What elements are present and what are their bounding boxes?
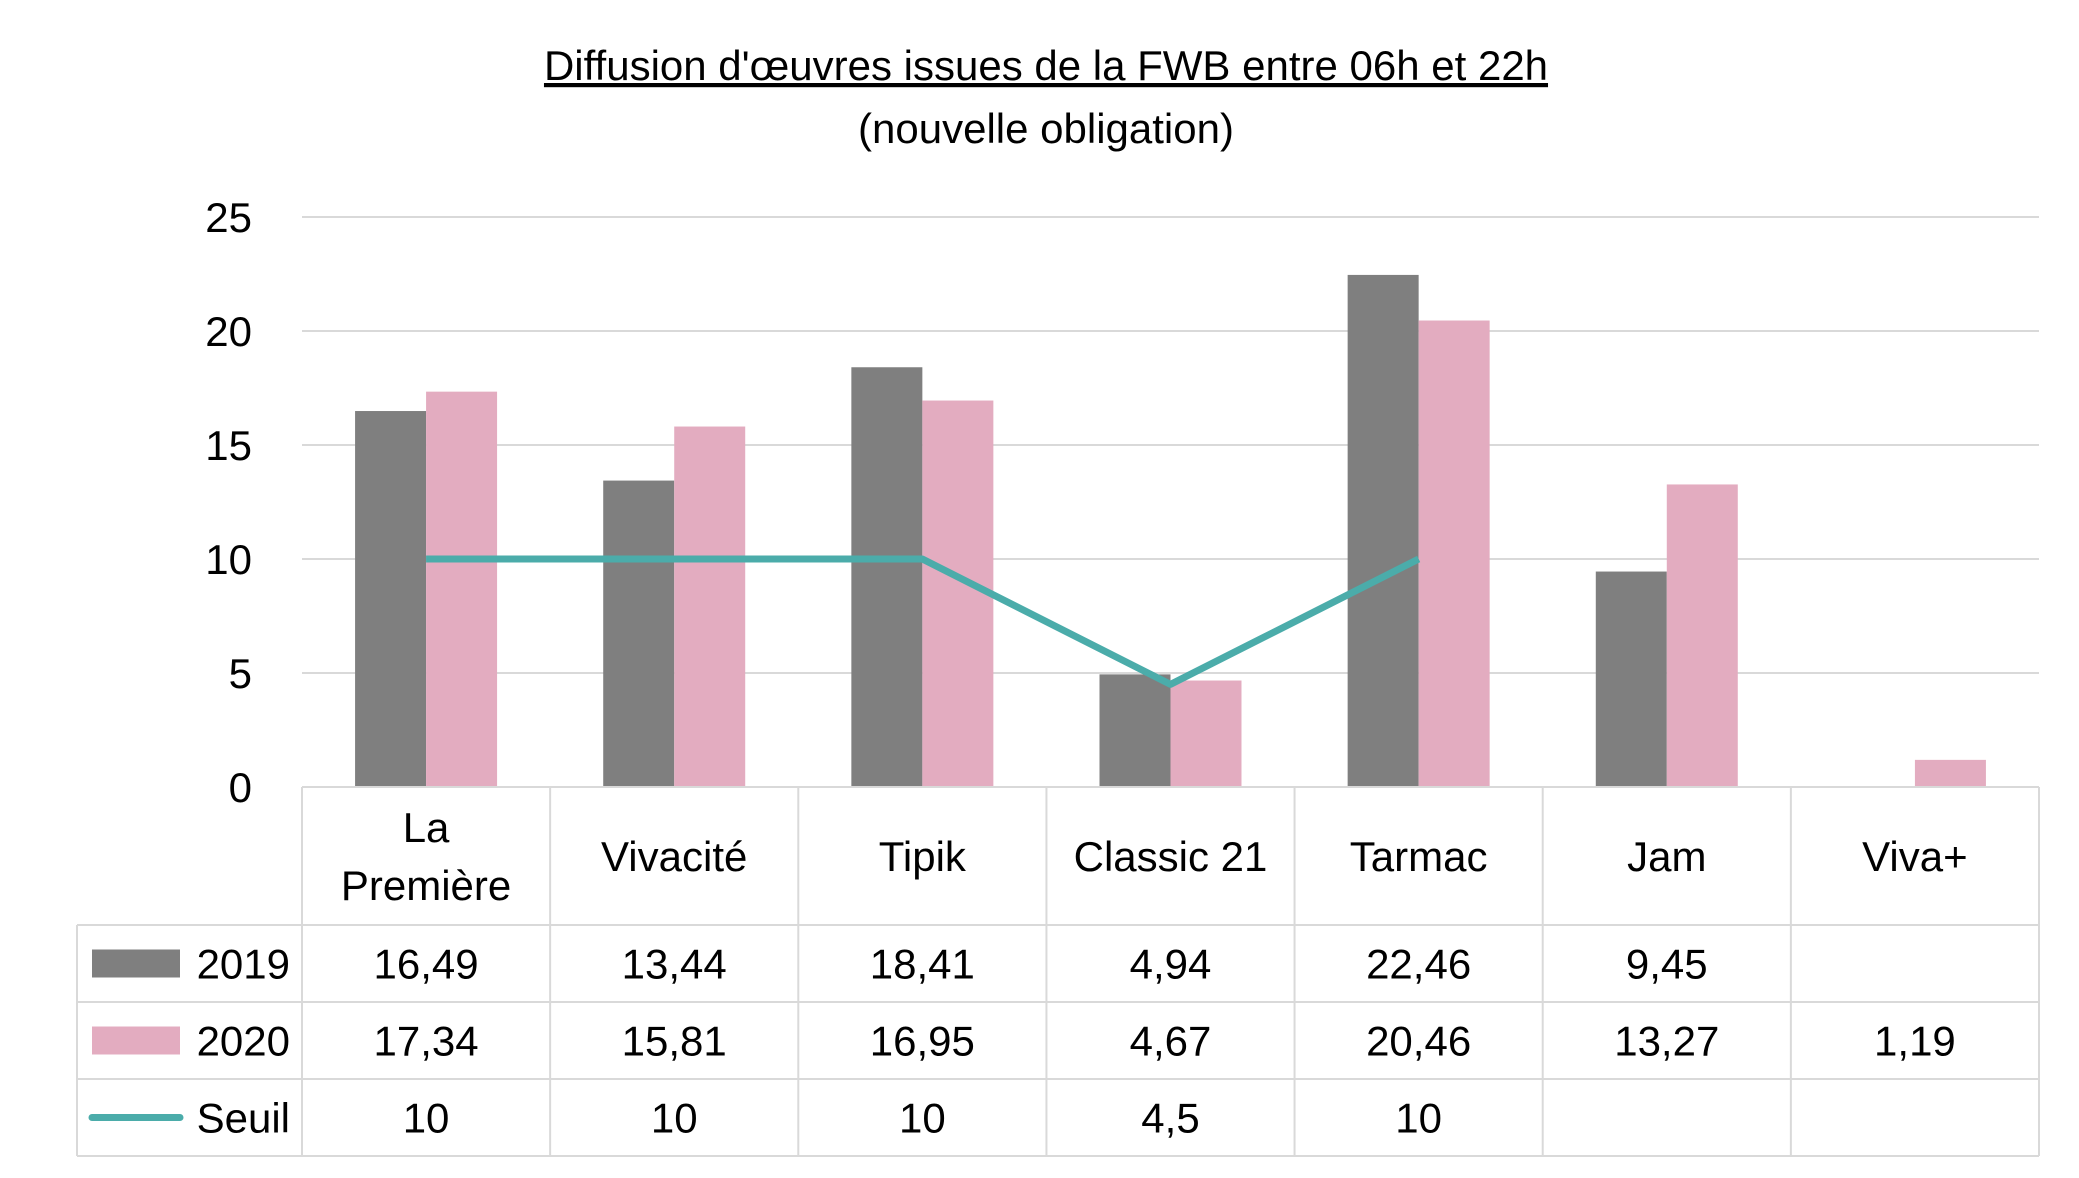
y-tick-label: 5 <box>229 650 252 697</box>
y-axis-ticks: 0 5 10 15 20 25 <box>205 194 252 811</box>
data-label-2020: 17,34 <box>374 1018 479 1065</box>
data-label-Seuil: 10 <box>651 1095 698 1142</box>
bar-2020-5 <box>1666 484 1738 787</box>
data-label-2020: 20,46 <box>1366 1018 1471 1065</box>
data-label-2019: 13,44 <box>622 941 727 988</box>
category-label: Tarmac <box>1350 833 1488 880</box>
legend-key-2019 <box>92 949 180 978</box>
category-label: Jam <box>1627 833 1706 880</box>
bar-2020-0 <box>426 391 498 787</box>
category-label: Première <box>341 862 511 909</box>
bar-2019-0 <box>355 411 427 787</box>
bar-2019-1 <box>603 480 675 787</box>
data-label-2020: 4,67 <box>1130 1018 1212 1065</box>
bar-2019-5 <box>1595 571 1667 787</box>
data-label-2019: 4,94 <box>1130 941 1212 988</box>
chart-title: Diffusion d'œuvres issues de la FWB entr… <box>544 42 1548 89</box>
bar-2019-2 <box>851 367 923 787</box>
data-label-2020: 13,27 <box>1614 1018 1719 1065</box>
data-label-2020: 1,19 <box>1874 1018 1956 1065</box>
bar-2019-4 <box>1347 274 1419 787</box>
bar-2020-4 <box>1418 320 1490 787</box>
data-label-2019: 9,45 <box>1626 941 1708 988</box>
legend-label-2019: 2019 <box>197 941 290 988</box>
y-tick-label: 15 <box>205 422 252 469</box>
data-label-Seuil: 10 <box>1395 1095 1442 1142</box>
data-label-2020: 15,81 <box>622 1018 727 1065</box>
data-label-Seuil: 10 <box>403 1095 450 1142</box>
chart-subtitle: (nouvelle obligation) <box>858 105 1234 152</box>
data-label-2019: 18,41 <box>870 941 975 988</box>
legend-key-2020 <box>92 1026 180 1055</box>
y-tick-label: 10 <box>205 536 252 583</box>
bar-2019-3 <box>1099 674 1171 787</box>
data-table: La Première Vivacité Tipik Classic 21 Tarmac J… <box>76 786 2040 1157</box>
legend-label-Seuil: Seuil <box>197 1095 290 1142</box>
bars <box>355 274 1986 787</box>
y-tick-label: 20 <box>205 308 252 355</box>
line-Seuil <box>426 555 1421 688</box>
data-label-Seuil: 10 <box>899 1095 946 1142</box>
bar-2020-1 <box>674 426 746 787</box>
legend-label-2020: 2020 <box>197 1018 290 1065</box>
category-label: Classic 21 <box>1074 833 1268 880</box>
data-label-Seuil: 4,5 <box>1141 1095 1199 1142</box>
category-label: La <box>403 804 450 851</box>
category-label: Vivacité <box>601 833 747 880</box>
bar-2020-2 <box>922 400 994 787</box>
seuil-line <box>426 555 1421 688</box>
bar-2020-3 <box>1170 680 1242 787</box>
category-label: Viva+ <box>1862 833 1967 880</box>
bar-2020-6 <box>1914 759 1986 787</box>
category-label: Tipik <box>879 833 967 880</box>
y-tick-label: 0 <box>229 764 252 811</box>
data-label-2020: 16,95 <box>870 1018 975 1065</box>
data-label-2019: 22,46 <box>1366 941 1471 988</box>
y-tick-label: 25 <box>205 194 252 241</box>
data-label-2019: 16,49 <box>374 941 479 988</box>
